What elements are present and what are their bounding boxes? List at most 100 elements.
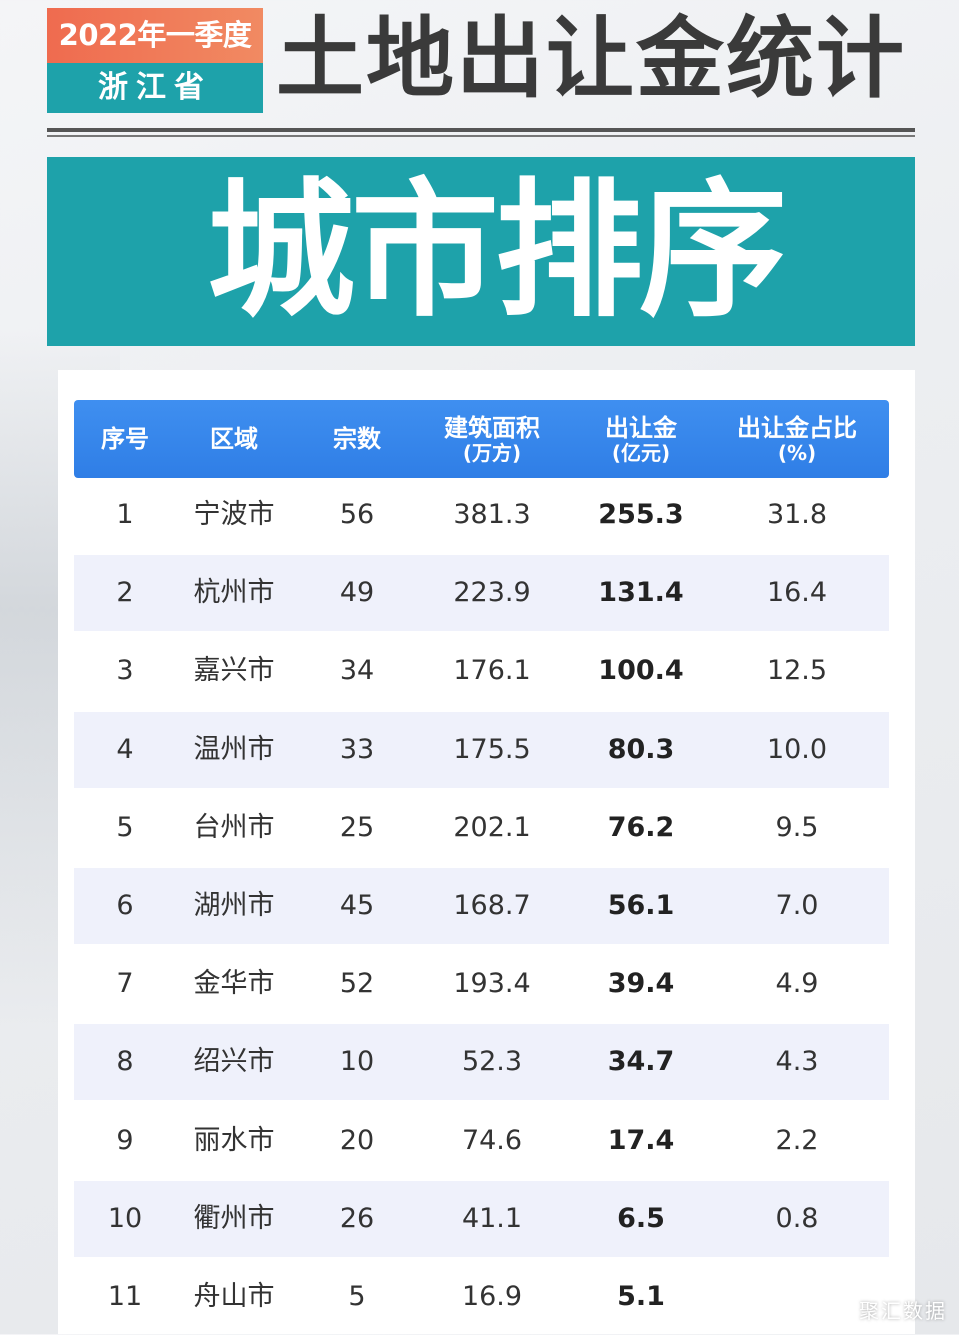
col-area: 223.9 (453, 577, 531, 608)
col-count: 34 (339, 655, 375, 686)
col-index: 6 (116, 890, 134, 921)
table-row: 1 宁波市 56 381.3 255.3 31.8 (74, 477, 889, 553)
col-area: 41.1 (461, 1203, 523, 1234)
header-unit: (万方) (462, 441, 522, 465)
header-label: 出让金占比 (737, 414, 857, 442)
header-label: 区域 (210, 425, 258, 453)
col-amount: 6.5 (617, 1203, 665, 1234)
col-count: 25 (339, 812, 375, 843)
col-area: 381.3 (453, 499, 531, 530)
watermark: 聚汇数据 (859, 1299, 947, 1323)
table-row: 3 嘉兴市 34 176.1 100.4 12.5 (74, 633, 889, 709)
table-row: 2 杭州市 49 223.9 131.4 16.4 (74, 555, 889, 631)
col-share: 16.4 (766, 577, 828, 608)
table-row: 9 丽水市 20 74.6 17.4 2.2 (74, 1103, 889, 1179)
col-index: 8 (116, 1046, 134, 1077)
col-area: 168.7 (453, 890, 531, 921)
col-count: 20 (339, 1125, 375, 1156)
col-region: 温州市 (193, 734, 275, 765)
col-count: 10 (339, 1046, 375, 1077)
col-share: 4.3 (775, 1046, 819, 1077)
col-area: 176.1 (453, 655, 531, 686)
col-index: 2 (116, 577, 134, 608)
header-col-count: 宗数 (287, 400, 427, 478)
col-region: 绍兴市 (193, 1046, 275, 1077)
table-row: 4 温州市 33 175.5 80.3 10.0 (74, 712, 889, 788)
col-index: 1 (116, 499, 134, 530)
col-region: 丽水市 (193, 1125, 275, 1156)
col-region: 宁波市 (193, 499, 275, 530)
period-badge: 2022年一季度 浙江省 (47, 8, 263, 113)
table-header: 序号 区域 宗数 建筑面积 (万方) 出让金 (亿元) 出让金占比 (%) (74, 400, 889, 478)
col-region: 舟山市 (193, 1281, 275, 1312)
col-amount: 131.4 (598, 577, 684, 608)
header-col-region: 区域 (164, 400, 304, 478)
col-region: 杭州市 (193, 577, 275, 608)
col-region: 台州市 (193, 812, 275, 843)
header-label: 序号 (101, 425, 149, 453)
header-col-share: 出让金占比 (%) (727, 400, 867, 478)
col-share: 10.0 (766, 734, 828, 765)
province-label: 浙江省 (47, 63, 263, 113)
col-index: 3 (116, 655, 134, 686)
header-label: 建筑面积 (444, 414, 540, 442)
col-count: 56 (339, 499, 375, 530)
table-row: 8 绍兴市 10 52.3 34.7 4.3 (74, 1024, 889, 1100)
col-share: 31.8 (766, 499, 828, 530)
col-area: 16.9 (461, 1281, 523, 1312)
col-count: 5 (348, 1281, 366, 1312)
col-region: 金华市 (193, 968, 275, 999)
header-unit: (%) (777, 441, 817, 465)
col-region: 嘉兴市 (193, 655, 275, 686)
col-amount: 76.2 (607, 812, 675, 843)
col-amount: 80.3 (607, 734, 675, 765)
header-col-amount: 出让金 (亿元) (571, 400, 711, 478)
header-label: 宗数 (333, 425, 381, 453)
col-count: 45 (339, 890, 375, 921)
col-share: 2.2 (775, 1125, 819, 1156)
col-amount: 17.4 (607, 1125, 675, 1156)
col-index: 11 (107, 1281, 143, 1312)
title-divider-thin (47, 135, 915, 137)
page-title: 土地出让金统计 (276, 7, 907, 110)
col-amount: 34.7 (607, 1046, 675, 1077)
banner-title: 城市排序 (207, 165, 787, 337)
col-amount: 56.1 (607, 890, 675, 921)
col-amount: 5.1 (617, 1281, 665, 1312)
col-share: 9.5 (775, 812, 819, 843)
col-count: 33 (339, 734, 375, 765)
col-amount: 100.4 (598, 655, 684, 686)
header-unit: (亿元) (611, 441, 671, 465)
col-amount: 255.3 (598, 499, 684, 530)
col-index: 7 (116, 968, 134, 999)
table-row: 10 衢州市 26 41.1 6.5 0.8 (74, 1181, 889, 1257)
col-area: 52.3 (461, 1046, 523, 1077)
table-row: 6 湖州市 45 168.7 56.1 7.0 (74, 868, 889, 944)
col-count: 49 (339, 577, 375, 608)
col-region: 衢州市 (193, 1203, 275, 1234)
col-share: 0.8 (775, 1203, 819, 1234)
header-col-area: 建筑面积 (万方) (422, 400, 562, 478)
col-area: 193.4 (453, 968, 531, 999)
table-card (58, 370, 915, 1334)
col-area: 74.6 (461, 1125, 523, 1156)
col-index: 4 (116, 734, 134, 765)
period-label: 2022年一季度 (47, 8, 263, 63)
table-row: 7 金华市 52 193.4 39.4 4.9 (74, 946, 889, 1022)
table-row: 5 台州市 25 202.1 76.2 9.5 (74, 790, 889, 866)
col-share (727, 1259, 867, 1335)
col-area: 175.5 (453, 734, 531, 765)
col-share: 7.0 (775, 890, 819, 921)
title-divider (47, 128, 915, 132)
header-label: 出让金 (605, 414, 677, 442)
col-index: 9 (116, 1125, 134, 1156)
col-share: 12.5 (766, 655, 828, 686)
col-area: 202.1 (453, 812, 531, 843)
header-col-index: 序号 (55, 400, 195, 478)
col-amount: 39.4 (607, 968, 675, 999)
section-banner: 城市排序 (47, 157, 915, 346)
col-count: 26 (339, 1203, 375, 1234)
col-index: 10 (107, 1203, 143, 1234)
table-row: 11 舟山市 5 16.9 5.1 (74, 1259, 889, 1335)
col-share: 4.9 (775, 968, 819, 999)
